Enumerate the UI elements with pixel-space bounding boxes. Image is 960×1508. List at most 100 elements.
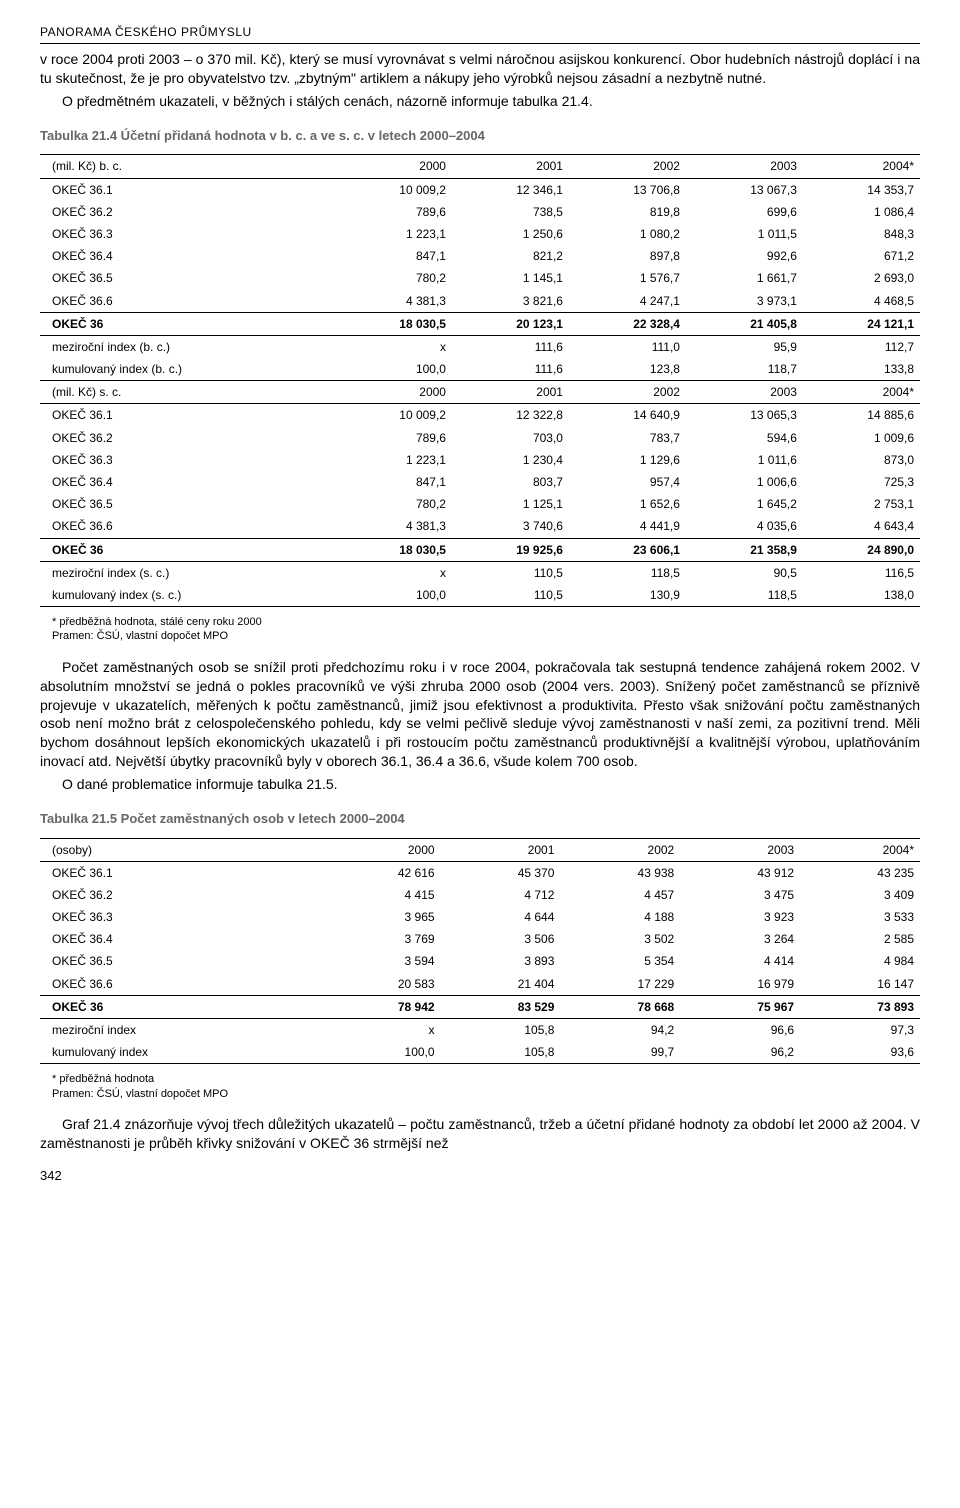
cell: x: [335, 561, 452, 584]
t2-col: 2004*: [800, 838, 920, 861]
cell: 5 354: [560, 950, 680, 972]
cell: 110,5: [452, 584, 569, 607]
cell: 4 414: [680, 950, 800, 972]
cell: 73 893: [800, 995, 920, 1018]
t2-col: 2002: [560, 838, 680, 861]
t1-col: 2004*: [803, 381, 920, 404]
cell: 20 123,1: [452, 312, 569, 335]
cell: 45 370: [441, 861, 561, 884]
cell: 1 230,4: [452, 449, 569, 471]
cell: 3 923: [680, 906, 800, 928]
cell: 3 965: [321, 906, 441, 928]
cell: 43 912: [680, 861, 800, 884]
cell: 105,8: [441, 1041, 561, 1064]
cell: OKEČ 36.4: [40, 928, 321, 950]
cell: 1 080,2: [569, 223, 686, 245]
cell: OKEČ 36.2: [40, 884, 321, 906]
t1-hdr2: (mil. Kč) s. c.: [40, 381, 335, 404]
cell: 1 576,7: [569, 267, 686, 289]
cell: 118,5: [569, 561, 686, 584]
table-21-5: (osoby) 2000 2001 2002 2003 2004* OKEČ 3…: [40, 838, 920, 1065]
t1-col: 2000: [335, 381, 452, 404]
cell: kumulovaný index (b. c.): [40, 358, 335, 381]
t1-col: 2004*: [803, 155, 920, 178]
cell: 594,6: [686, 427, 803, 449]
cell: 118,7: [686, 358, 803, 381]
cell: OKEČ 36: [40, 312, 335, 335]
cell: 1 006,6: [686, 471, 803, 493]
cell: meziroční index (s. c.): [40, 561, 335, 584]
cell: 21 358,9: [686, 538, 803, 561]
cell: 847,1: [335, 471, 452, 493]
cell: 12 346,1: [452, 178, 569, 201]
cell: 14 640,9: [569, 404, 686, 427]
foot-line: * předběžná hodnota: [52, 1073, 154, 1085]
cell: 1 661,7: [686, 267, 803, 289]
cell: 2 693,0: [803, 267, 920, 289]
cell: 42 616: [321, 861, 441, 884]
t1-col: 2001: [452, 381, 569, 404]
cell: 4 381,3: [335, 290, 452, 313]
cell: 3 502: [560, 928, 680, 950]
cell: 100,0: [335, 358, 452, 381]
cell: 83 529: [441, 995, 561, 1018]
cell: 96,6: [680, 1019, 800, 1042]
cell: 19 925,6: [452, 538, 569, 561]
cell: 725,3: [803, 471, 920, 493]
t1-col: 2003: [686, 381, 803, 404]
page-number: 342: [40, 1167, 920, 1185]
cell: kumulovaný index (s. c.): [40, 584, 335, 607]
table1-caption: Tabulka 21.4 Účetní přidaná hodnota v b.…: [40, 127, 920, 145]
cell: 957,4: [569, 471, 686, 493]
cell: 4 644: [441, 906, 561, 928]
cell: 3 506: [441, 928, 561, 950]
cell: 3 821,6: [452, 290, 569, 313]
cell: 3 475: [680, 884, 800, 906]
cell: OKEČ 36.6: [40, 515, 335, 538]
cell: 1 145,1: [452, 267, 569, 289]
table2-caption: Tabulka 21.5 Počet zaměstnaných osob v l…: [40, 810, 920, 828]
cell: 18 030,5: [335, 312, 452, 335]
cell: OKEČ 36.3: [40, 223, 335, 245]
cell: OKEČ 36.1: [40, 861, 321, 884]
cell: 789,6: [335, 201, 452, 223]
cell: 783,7: [569, 427, 686, 449]
cell: 138,0: [803, 584, 920, 607]
cell: 1 129,6: [569, 449, 686, 471]
cell: OKEČ 36.1: [40, 178, 335, 201]
t1-col: 2003: [686, 155, 803, 178]
cell: 90,5: [686, 561, 803, 584]
cell: 4 643,4: [803, 515, 920, 538]
cell: meziroční index: [40, 1019, 321, 1042]
cell: OKEČ 36.3: [40, 449, 335, 471]
cell: 3 264: [680, 928, 800, 950]
cell: 4 457: [560, 884, 680, 906]
cell: 130,9: [569, 584, 686, 607]
cell: 1 009,6: [803, 427, 920, 449]
cell: OKEČ 36: [40, 995, 321, 1018]
cell: 789,6: [335, 427, 452, 449]
cell: 118,5: [686, 584, 803, 607]
cell: 738,5: [452, 201, 569, 223]
cell: 873,0: [803, 449, 920, 471]
cell: 20 583: [321, 973, 441, 996]
cell: 94,2: [560, 1019, 680, 1042]
cell: 16 979: [680, 973, 800, 996]
cell: 2 585: [800, 928, 920, 950]
cell: 1 011,6: [686, 449, 803, 471]
cell: 821,2: [452, 245, 569, 267]
cell: 1 011,5: [686, 223, 803, 245]
cell: 116,5: [803, 561, 920, 584]
cell: 78 668: [560, 995, 680, 1018]
t1-col: 2000: [335, 155, 452, 178]
cell: 21 404: [441, 973, 561, 996]
cell: 16 147: [800, 973, 920, 996]
cell: OKEČ 36.4: [40, 245, 335, 267]
cell: 97,3: [800, 1019, 920, 1042]
cell: 111,6: [452, 358, 569, 381]
t2-col: 2003: [680, 838, 800, 861]
cell: 992,6: [686, 245, 803, 267]
cell: 10 009,2: [335, 178, 452, 201]
cell: 4 468,5: [803, 290, 920, 313]
cell: 93,6: [800, 1041, 920, 1064]
